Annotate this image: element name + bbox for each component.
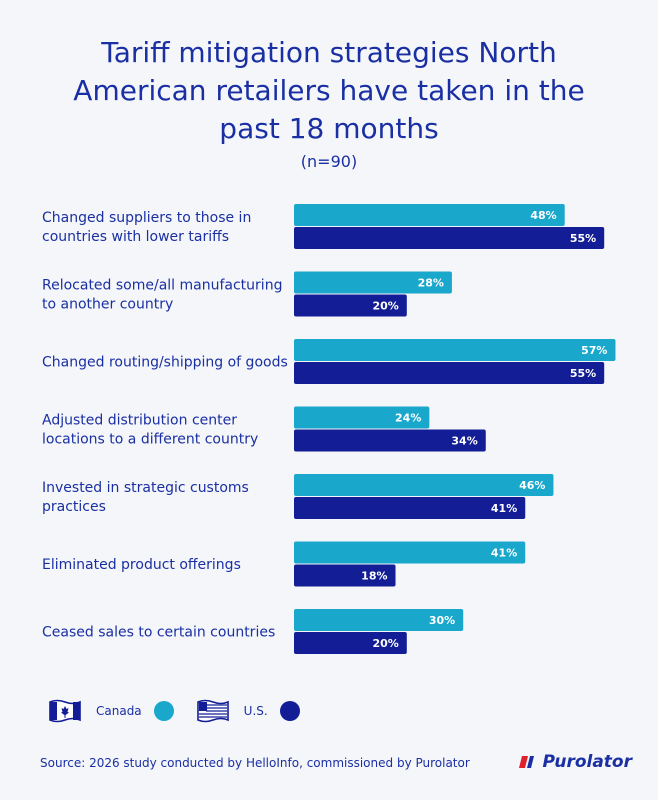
legend-us-label: U.S.	[243, 704, 268, 718]
category-label: Relocated some/all manufacturing to anoth…	[42, 278, 282, 313]
legend-us-swatch	[279, 701, 300, 721]
legend-canada-label: Canada	[96, 704, 142, 718]
category-label-line: Eliminated product offerings	[42, 557, 241, 573]
category-label-line: Invested in strategic customs	[42, 480, 249, 496]
us-bar	[294, 227, 605, 249]
purolator-logo: Purolator	[518, 752, 632, 772]
category-label-line: Ceased sales to certain countries	[42, 625, 275, 641]
chart-subtitle: (n=90)	[300, 152, 358, 171]
us-bar	[294, 564, 396, 587]
canada-bar	[294, 474, 554, 496]
category-label: Invested in strategic customs practices	[42, 480, 249, 515]
canada-value-label: 57%	[581, 344, 607, 357]
canada-value-label: 24%	[395, 412, 421, 425]
us-bar	[294, 362, 605, 384]
category-label-line: practices	[42, 499, 106, 515]
us-bar	[294, 429, 486, 452]
us-value-label: 55%	[570, 232, 596, 245]
legend-canada-swatch	[153, 701, 174, 721]
us-flag-icon	[196, 699, 229, 723]
category-label-line: to another country	[42, 297, 173, 313]
canada-value-label: 41%	[491, 547, 517, 560]
purolator-logo-mark-icon	[519, 756, 535, 768]
us-bar	[294, 632, 407, 654]
category-label-line: Relocated some/all manufacturing	[42, 278, 282, 294]
source-note: Source: 2026 study conducted by HelloInf…	[40, 756, 470, 770]
us-value-label: 20%	[372, 637, 398, 650]
canada-flag-icon	[49, 699, 81, 723]
bar-chart: Changed suppliers to those in countries w…	[42, 204, 616, 654]
us-bar	[294, 294, 407, 317]
us-value-label: 18%	[361, 570, 387, 583]
category-label-line: countries with lower tariffs	[42, 229, 229, 245]
canada-bar	[294, 609, 464, 631]
chart-title: Tariff mitigation strategies North Ameri…	[73, 36, 585, 145]
canada-bar	[294, 541, 526, 564]
canada-bar	[294, 406, 430, 429]
us-value-label: 34%	[451, 435, 477, 448]
canada-value-label: 48%	[530, 209, 556, 222]
canada-bar	[294, 204, 565, 226]
category-label: Eliminated product offerings	[42, 557, 241, 573]
us-bar	[294, 497, 526, 519]
category-label-line: Changed suppliers to those in	[42, 210, 251, 226]
us-value-label: 20%	[372, 300, 398, 313]
canada-bar	[294, 271, 452, 294]
category-label: Adjusted distribution center locations to…	[42, 413, 258, 448]
category-label-line: Changed routing/shipping of goods	[42, 355, 288, 371]
us-value-label: 41%	[491, 502, 517, 515]
category-label-line: locations to a different country	[42, 432, 258, 448]
canada-value-label: 28%	[418, 277, 444, 290]
purolator-logo-text: Purolator	[542, 752, 632, 772]
canada-value-label: 46%	[519, 479, 545, 492]
canada-bar	[294, 339, 616, 361]
category-label: Ceased sales to certain countries	[42, 625, 275, 641]
us-value-label: 55%	[570, 367, 596, 380]
category-label-line: Adjusted distribution center	[42, 413, 237, 429]
category-label: Changed routing/shipping of goods	[42, 355, 288, 371]
legend: Canada U.S.	[48, 695, 300, 727]
canada-value-label: 30%	[429, 614, 455, 627]
category-label: Changed suppliers to those in countries w…	[42, 210, 251, 245]
